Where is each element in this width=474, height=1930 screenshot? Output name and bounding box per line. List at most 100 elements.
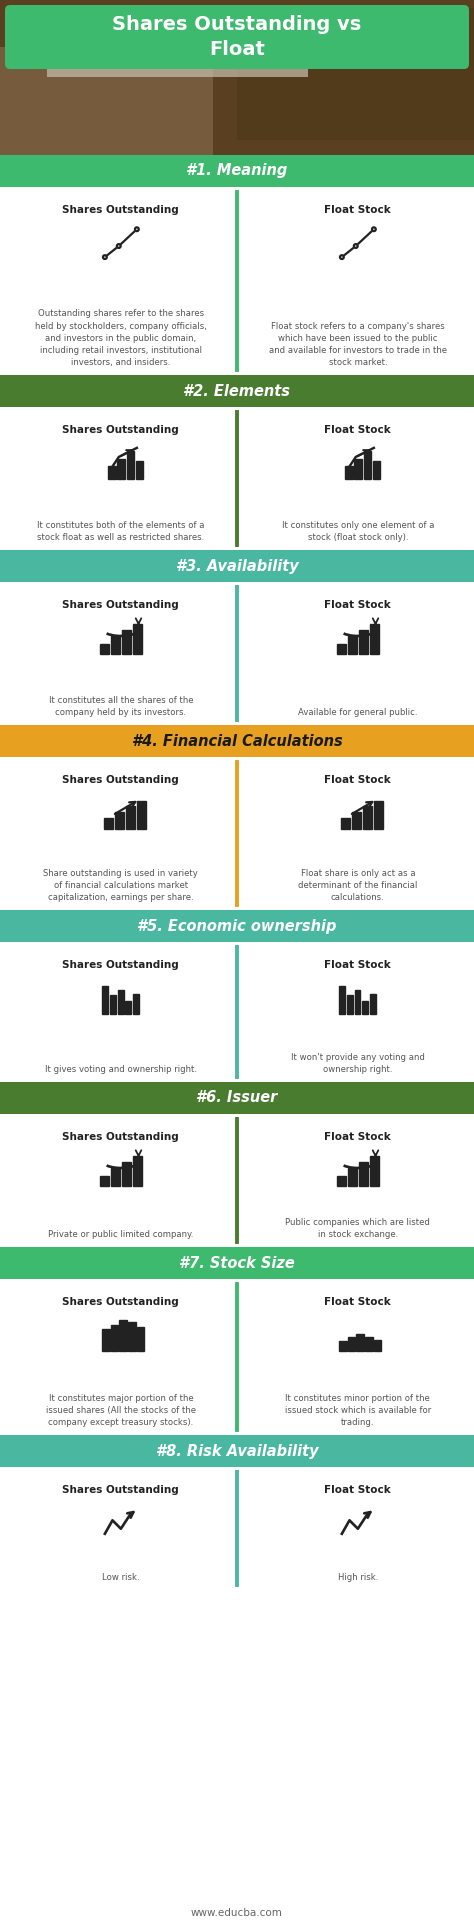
FancyBboxPatch shape xyxy=(0,407,474,550)
FancyBboxPatch shape xyxy=(0,154,474,187)
FancyBboxPatch shape xyxy=(0,942,474,1083)
Bar xyxy=(136,461,144,479)
Text: Float Stock: Float Stock xyxy=(325,1297,391,1307)
Text: It constitutes only one element of a
stock (float stock only).: It constitutes only one element of a sto… xyxy=(282,521,434,542)
Text: Shares Outstanding: Shares Outstanding xyxy=(63,776,179,786)
Text: Shares Outstanding: Shares Outstanding xyxy=(63,1133,179,1143)
Bar xyxy=(345,465,353,479)
Bar xyxy=(363,807,372,828)
Bar xyxy=(122,629,131,654)
Text: Available for general public.: Available for general public. xyxy=(298,708,418,718)
Bar xyxy=(133,1156,142,1185)
Text: Private or public limited company.: Private or public limited company. xyxy=(48,1229,193,1239)
Text: It won't provide any voting and
ownership right.: It won't provide any voting and ownershi… xyxy=(291,1054,425,1073)
Text: Shares Outstanding: Shares Outstanding xyxy=(63,600,179,610)
Text: Low risk.: Low risk. xyxy=(102,1573,140,1583)
Circle shape xyxy=(135,228,139,232)
Bar xyxy=(339,986,345,1013)
Circle shape xyxy=(340,255,344,259)
Text: Float Stock: Float Stock xyxy=(325,205,391,214)
Bar xyxy=(137,801,146,828)
Text: www.educba.com: www.educba.com xyxy=(191,1909,283,1918)
FancyBboxPatch shape xyxy=(0,374,474,407)
FancyBboxPatch shape xyxy=(0,46,213,154)
Bar xyxy=(133,623,142,654)
Text: Float Stock: Float Stock xyxy=(325,776,391,786)
Bar xyxy=(122,1162,131,1185)
Bar xyxy=(348,637,357,654)
Bar xyxy=(337,645,346,654)
Bar xyxy=(110,1324,118,1351)
Bar xyxy=(109,996,116,1013)
Text: Shares Outstanding: Shares Outstanding xyxy=(63,205,179,214)
Bar xyxy=(370,623,379,654)
Text: Float stock refers to a company's shares
which have been issued to the public
an: Float stock refers to a company's shares… xyxy=(269,322,447,367)
FancyBboxPatch shape xyxy=(0,1247,474,1280)
Text: It constitutes all the shares of the
company held by its investors.: It constitutes all the shares of the com… xyxy=(49,697,193,718)
Bar xyxy=(370,1156,379,1185)
Text: It gives voting and ownership right.: It gives voting and ownership right. xyxy=(45,1065,197,1073)
Bar xyxy=(117,459,125,479)
Bar xyxy=(373,461,381,479)
Bar xyxy=(348,1168,357,1185)
FancyBboxPatch shape xyxy=(0,1467,474,1590)
Bar xyxy=(363,1002,368,1013)
FancyBboxPatch shape xyxy=(0,187,474,374)
Bar xyxy=(104,818,113,828)
Text: It constitutes major portion of the
issued shares (All the stocks of the
company: It constitutes major portion of the issu… xyxy=(46,1393,196,1426)
Bar xyxy=(355,990,361,1013)
FancyBboxPatch shape xyxy=(0,583,474,726)
Text: #2. Elements: #2. Elements xyxy=(183,384,291,398)
FancyBboxPatch shape xyxy=(0,1083,474,1114)
Bar xyxy=(119,1320,127,1351)
Text: #4. Financial Calculations: #4. Financial Calculations xyxy=(132,733,342,749)
Text: Float Stock: Float Stock xyxy=(325,1484,391,1496)
Text: High risk.: High risk. xyxy=(337,1573,378,1583)
Circle shape xyxy=(354,243,358,247)
Bar xyxy=(356,1334,364,1351)
Text: Float Stock: Float Stock xyxy=(325,425,391,434)
FancyBboxPatch shape xyxy=(47,15,308,77)
Text: Shares Outstanding vs
Float: Shares Outstanding vs Float xyxy=(112,15,362,58)
Text: Outstanding shares refer to the shares
held by stockholders, company officials,
: Outstanding shares refer to the shares h… xyxy=(35,309,207,367)
Text: Float Stock: Float Stock xyxy=(325,600,391,610)
Bar xyxy=(128,1322,136,1351)
Bar xyxy=(127,452,134,479)
Bar xyxy=(359,629,368,654)
FancyBboxPatch shape xyxy=(0,0,474,154)
Bar xyxy=(352,813,361,828)
FancyBboxPatch shape xyxy=(0,550,474,583)
Text: #7. Stock Size: #7. Stock Size xyxy=(179,1256,295,1270)
Bar xyxy=(126,1002,131,1013)
Bar xyxy=(137,1326,144,1351)
Bar xyxy=(111,637,120,654)
Bar xyxy=(111,1168,120,1185)
Text: Float Stock: Float Stock xyxy=(325,959,391,971)
Bar xyxy=(102,1330,109,1351)
Bar xyxy=(370,994,376,1013)
Text: Shares Outstanding: Shares Outstanding xyxy=(63,425,179,434)
Text: Share outstanding is used in variety
of financial calculations market
capitaliza: Share outstanding is used in variety of … xyxy=(44,868,198,901)
FancyBboxPatch shape xyxy=(0,1436,474,1467)
Bar xyxy=(347,1337,355,1351)
Text: It constitutes both of the elements of a
stock float as well as restricted share: It constitutes both of the elements of a… xyxy=(37,521,205,542)
Text: Public companies which are listed
in stock exchange.: Public companies which are listed in sto… xyxy=(285,1218,430,1239)
Bar xyxy=(339,1341,346,1351)
FancyBboxPatch shape xyxy=(237,8,474,139)
Bar xyxy=(126,807,135,828)
Bar xyxy=(374,801,383,828)
Bar xyxy=(374,1339,381,1351)
FancyBboxPatch shape xyxy=(0,1280,474,1436)
Text: #8. Risk Availability: #8. Risk Availability xyxy=(155,1444,319,1459)
Bar xyxy=(354,459,362,479)
Bar xyxy=(100,645,109,654)
Text: Float share is only act as a
determinant of the financial
calculations.: Float share is only act as a determinant… xyxy=(298,868,418,901)
Bar xyxy=(108,465,116,479)
Bar xyxy=(365,1337,373,1351)
FancyBboxPatch shape xyxy=(0,726,474,757)
Bar xyxy=(346,996,353,1013)
Text: #6. Issuer: #6. Issuer xyxy=(196,1090,278,1106)
Text: #1. Meaning: #1. Meaning xyxy=(186,164,288,178)
Circle shape xyxy=(117,243,121,247)
FancyBboxPatch shape xyxy=(0,911,474,942)
